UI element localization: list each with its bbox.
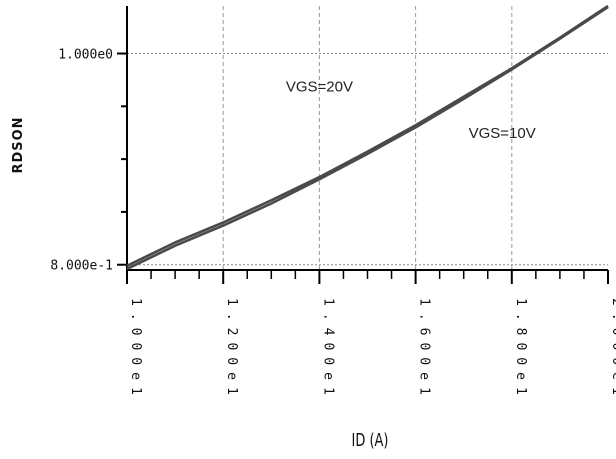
y-tick-label: 1.000e0 [58,48,113,63]
x-axis-title: ID (A) [352,429,389,451]
x-tick-label: 2.000e1 [609,298,616,402]
y-tick-label: 8.000e-1 [50,259,113,274]
x-tick-label: 1.200e1 [224,298,239,402]
x-tick-label: 1.400e1 [320,298,335,402]
x-tick-label: 1.800e1 [513,298,528,402]
series-annotation: VGS=20V [286,79,353,96]
y-axis-title: RDSON [11,116,26,173]
x-tick-label: 1.600e1 [417,298,432,402]
axes: 1.000e1 1.200e1 1.400e1 1.600e1 1.800e1 2.000… [50,6,616,402]
series-layer [126,4,609,271]
series-annotation: VGS=10V [469,125,536,142]
x-tick-label: 1.000e1 [128,298,143,402]
annotation-layer: VGS=20V VGS=10V [286,79,536,142]
grid-lines [127,6,608,270]
series-line [126,6,609,271]
series-line [126,4,609,267]
